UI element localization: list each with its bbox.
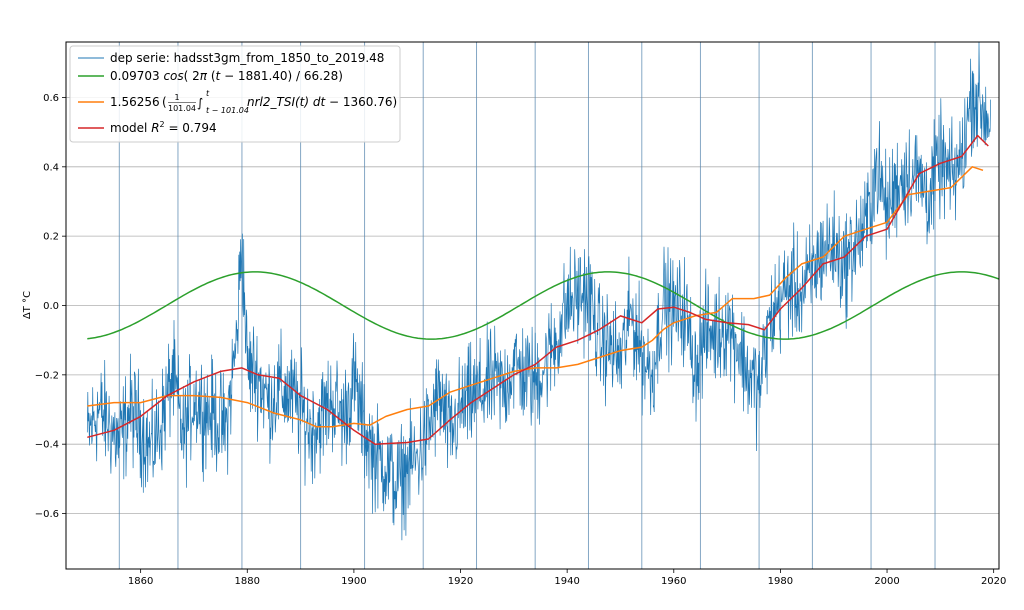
- x-tick-label: 1960: [661, 576, 686, 587]
- x-tick-label: 1940: [554, 576, 579, 587]
- legend-tsi-den: 101.04: [168, 104, 196, 113]
- y-tick-label: −0.2: [35, 370, 59, 381]
- x-tick-label: 1900: [341, 576, 366, 587]
- y-tick-label: 0.4: [43, 162, 59, 173]
- y-axis-label: ΔT °C: [22, 291, 33, 319]
- cosine-t: t: [216, 69, 222, 83]
- cosine-fn: cos: [163, 69, 183, 83]
- legend-label-model: model R2 = 0.794: [110, 120, 217, 135]
- x-tick-label: 1880: [235, 576, 260, 587]
- model-value: = 0.794: [165, 121, 217, 135]
- cosine-rest: − 1881.40) / 66.28): [220, 69, 343, 83]
- tsi-fn: nrl2_TSI: [247, 95, 295, 109]
- legend-tsi-integral: ∫: [197, 96, 203, 110]
- ticks: −0.6 −0.4 −0.2 0.0 0.2 0.4 0.6 1860 1880 1900 1920…: [35, 93, 1007, 587]
- y-tick-label: −0.4: [35, 440, 59, 451]
- cosine-amplitude: 0.09703: [110, 69, 160, 83]
- legend-label-cosine: 0.09703 cos( 2π (t − 1881.40) / 66.28): [110, 69, 343, 83]
- x-tick-label: 2000: [874, 576, 899, 587]
- y-tick-label: 0.2: [43, 232, 59, 243]
- x-tick-label: 2020: [981, 576, 1006, 587]
- tsi-rest: − 1360.76): [325, 95, 397, 109]
- x-tick-label: 1980: [768, 576, 793, 587]
- legend-tsi-lower: t − 101.04: [206, 106, 249, 115]
- legend-tsi-num: 1: [174, 93, 179, 102]
- y-tick-label: −0.6: [35, 509, 59, 520]
- legend-tsi-body: nrl2_TSI(t) dt − 1360.76): [247, 95, 397, 109]
- y-tick-label: 0.0: [43, 301, 59, 312]
- tsi-d: dt: [309, 95, 326, 109]
- tsi-arg: (t): [295, 95, 309, 109]
- cosine-pi: π: [200, 69, 208, 83]
- series: [86, 42, 999, 541]
- legend-label-data: dep serie: hadsst3gm_from_1850_to_2019.4…: [110, 51, 384, 65]
- legend-tsi-open: (: [162, 95, 167, 109]
- legend-frame: [69, 45, 401, 143]
- x-tick-label: 1860: [128, 576, 153, 587]
- series-line-tsi: [87, 166, 984, 428]
- series-line-model: [87, 134, 989, 445]
- legend-tsi-upper: t: [206, 89, 210, 98]
- legend-tsi-coef: 1.56256: [110, 95, 160, 109]
- x-tick-label: 1920: [448, 576, 473, 587]
- series-line-cosine: [87, 271, 999, 340]
- model-sup: 2: [160, 120, 165, 129]
- model-r: R: [151, 121, 159, 135]
- legend: dep serie: hadsst3gm_from_1850_to_2019.4…: [69, 45, 401, 143]
- model-label: model: [110, 121, 151, 135]
- cosine-open: ( 2: [184, 69, 200, 83]
- y-tick-label: 0.6: [43, 93, 59, 104]
